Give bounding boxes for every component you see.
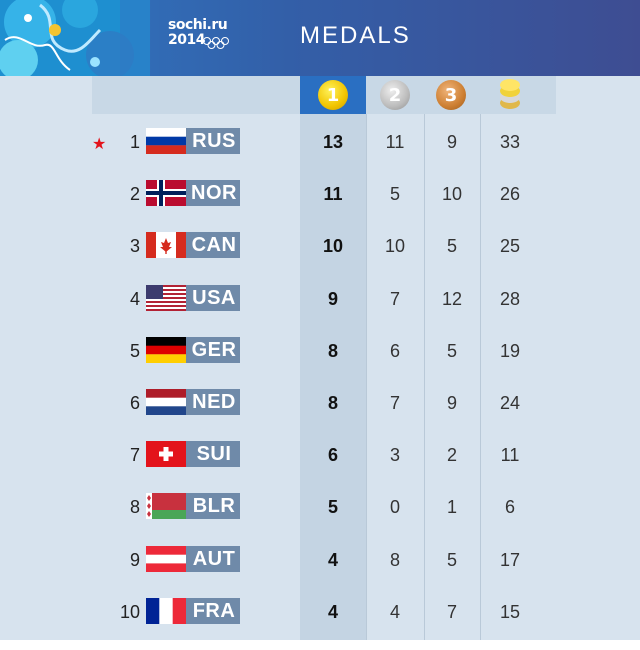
country-flag-icon — [146, 284, 186, 311]
table-row[interactable]: 7 SUI 6 3 2 11 — [0, 441, 640, 493]
medal-stack-icon[interactable] — [498, 79, 522, 111]
table-row[interactable]: 2 NOR 11 5 10 26 — [0, 180, 640, 232]
total-count-cell: 33 — [499, 132, 521, 152]
bronze-medal-icon[interactable]: 3 — [436, 80, 466, 110]
bronze-count-cell: 2 — [446, 445, 457, 466]
bronze-count-cell: 9 — [446, 393, 457, 413]
bronze-count-cell: 5 — [446, 549, 457, 570]
total-count-cell: 6 — [504, 497, 515, 518]
table-row[interactable]: 3 CAN 10 10 5 25 — [0, 232, 640, 284]
gold-count-cell: 5 — [327, 497, 338, 518]
gold-count-cell: 11 — [323, 184, 343, 205]
silver-count-cell: 7 — [389, 393, 400, 413]
country-flag-icon — [146, 128, 186, 154]
gold-count-cell: 8 — [327, 340, 338, 361]
gold-count-cell: 10 — [322, 236, 344, 257]
silver-count-cell: 6 — [389, 340, 400, 361]
sochi-2014-logo: sochi.ru 2014 — [168, 18, 232, 52]
silver-count-cell: 5 — [389, 184, 400, 205]
gold-count-cell: 8 — [327, 393, 338, 413]
silver-count-cell: 10 — [384, 236, 406, 257]
host-nation-star-icon: ★ — [92, 136, 107, 153]
silver-count-cell: 7 — [389, 288, 400, 309]
silver-count-cell: 0 — [389, 497, 400, 518]
country-flag-icon — [146, 597, 186, 624]
total-count-cell: 26 — [499, 184, 521, 205]
bronze-count-cell: 5 — [446, 236, 457, 257]
rank-cell: 3 — [129, 236, 140, 257]
country-code-badge[interactable]: FRA — [186, 597, 240, 624]
country-flag-icon — [146, 493, 186, 520]
bronze-count-cell: 7 — [446, 601, 457, 622]
country-flag-icon — [146, 389, 186, 415]
country-code-badge[interactable]: USA — [186, 284, 240, 311]
bronze-count-cell: 5 — [446, 340, 457, 361]
table-row[interactable]: 5 GER 8 6 5 19 — [0, 336, 640, 389]
column-divider — [480, 114, 481, 640]
total-count-cell: 19 — [499, 340, 521, 361]
country-flag-icon — [146, 336, 186, 363]
country-flag-icon — [146, 545, 186, 572]
table-row[interactable]: ★ 1 RUS 13 11 9 33 — [0, 128, 640, 180]
country-flag-icon — [146, 180, 186, 207]
table-row[interactable]: 10 FRA 4 4 7 15 — [0, 597, 640, 650]
total-count-cell: 24 — [499, 393, 521, 413]
bronze-count-cell: 12 — [441, 288, 463, 309]
column-divider — [366, 114, 367, 640]
rank-cell: 9 — [129, 549, 140, 570]
country-flag-icon — [146, 232, 186, 259]
rank-cell: 2 — [129, 184, 140, 205]
gold-count-cell: 4 — [327, 549, 338, 570]
country-flag-icon — [146, 441, 186, 468]
silver-count-cell: 3 — [389, 445, 400, 466]
total-count-cell: 25 — [499, 236, 521, 257]
country-code-badge[interactable]: BLR — [186, 493, 240, 520]
country-code-badge[interactable]: RUS — [186, 128, 240, 154]
gold-column-highlight — [300, 76, 366, 640]
table-row[interactable]: 8 BLR 5 0 1 6 — [0, 493, 640, 545]
total-count-cell: 17 — [499, 549, 521, 570]
silver-count-cell: 11 — [385, 132, 405, 152]
page-title: MEDALS — [300, 22, 411, 49]
rank-cell: 4 — [129, 288, 140, 309]
silver-count-cell: 4 — [389, 601, 400, 622]
country-code-badge[interactable]: GER — [186, 336, 240, 363]
total-count-cell: 11 — [500, 445, 520, 466]
country-code-badge[interactable]: AUT — [186, 545, 240, 572]
rank-cell: 7 — [129, 445, 140, 466]
total-count-cell: 28 — [499, 288, 521, 309]
olympic-rings-icon — [203, 37, 229, 49]
gold-count-cell: 6 — [327, 445, 338, 466]
country-code-badge[interactable]: NOR — [186, 180, 240, 207]
gold-count-cell: 9 — [327, 288, 338, 309]
column-divider — [424, 114, 425, 640]
country-code-badge[interactable]: CAN — [186, 232, 240, 259]
bronze-count-cell: 9 — [446, 132, 457, 152]
total-count-cell: 15 — [499, 601, 521, 622]
silver-medal-icon[interactable]: 2 — [380, 80, 410, 110]
medal-table: 1 2 3 ★ 1 RUS 13 11 9 33 2 NOR 11 5 10 26 3 CAN 10 10 5 25… — [0, 76, 640, 640]
sochi-pattern-decoration — [0, 0, 150, 76]
rank-cell: 1 — [129, 132, 140, 152]
rank-cell: 10 — [119, 601, 140, 622]
country-code-badge[interactable]: SUI — [186, 441, 240, 468]
table-row[interactable]: 6 NED 8 7 9 24 — [0, 389, 640, 441]
rank-cell: 5 — [129, 340, 140, 361]
country-code-badge[interactable]: NED — [186, 389, 240, 415]
table-row[interactable]: 9 AUT 4 8 5 17 — [0, 545, 640, 598]
rank-cell: 8 — [129, 497, 140, 518]
bronze-count-cell: 1 — [446, 497, 457, 518]
rank-cell: 6 — [129, 393, 140, 413]
gold-count-cell: 4 — [327, 601, 338, 622]
header-bar: sochi.ru 2014 MEDALS — [0, 0, 640, 76]
silver-count-cell: 8 — [389, 549, 400, 570]
bronze-count-cell: 10 — [441, 184, 463, 205]
gold-count-cell: 13 — [322, 132, 344, 152]
table-row[interactable]: 4 USA 9 7 12 28 — [0, 284, 640, 337]
gold-medal-icon[interactable]: 1 — [318, 80, 348, 110]
